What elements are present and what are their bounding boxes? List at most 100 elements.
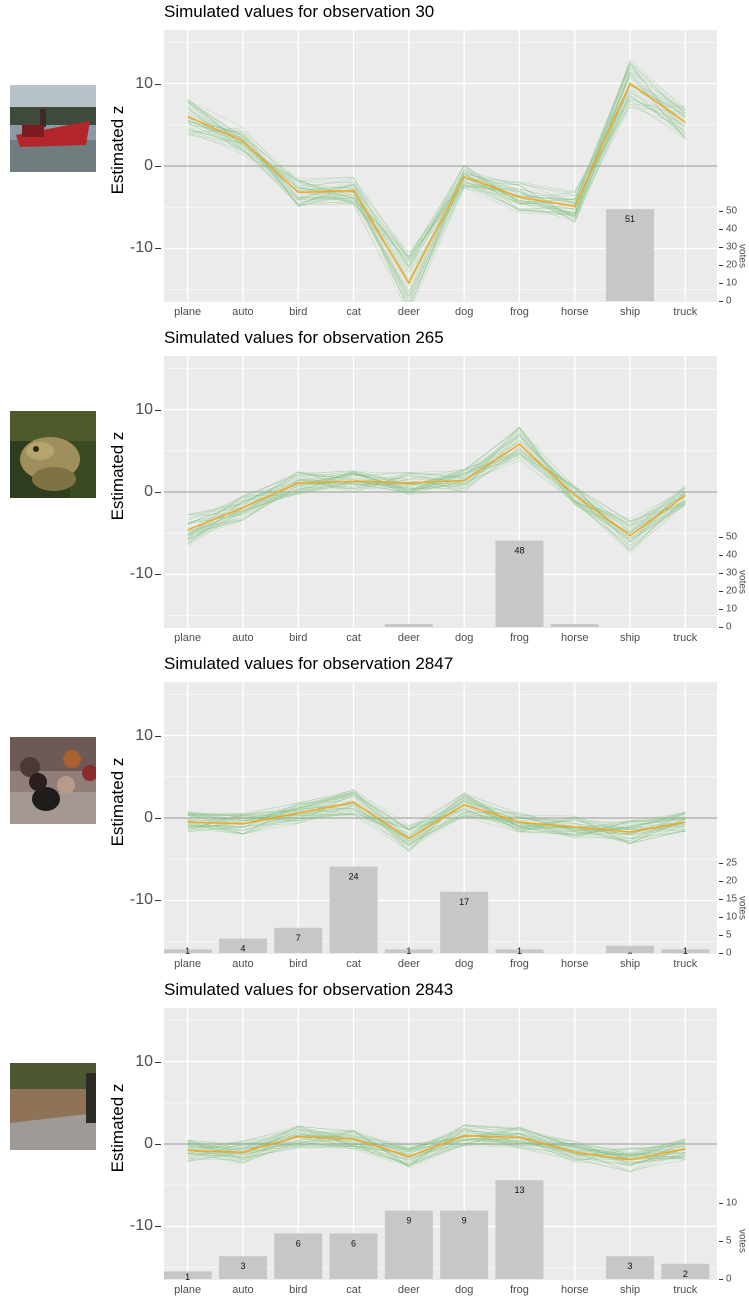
votes-axis-label: votes	[736, 570, 748, 594]
simulated-line	[187, 795, 686, 852]
votes-tick-label: 30	[726, 567, 738, 579]
simulated-line	[187, 436, 686, 540]
simulated-line	[187, 76, 686, 258]
vote-bar	[495, 949, 544, 953]
chart-panel: Simulated values for observation 265 Esti…	[0, 326, 749, 652]
x-tick-label: deer	[397, 306, 420, 318]
x-tick-label: horse	[560, 1284, 589, 1296]
y-tick-mark	[155, 818, 161, 819]
simulated-line	[187, 792, 686, 832]
simulated-line	[187, 427, 686, 528]
vote-bar-label: 9	[406, 1216, 411, 1226]
y-axis-label: Estimated z	[108, 757, 127, 847]
y-tick-label: -10	[129, 565, 153, 583]
votes-axis-label: votes	[736, 896, 748, 920]
votes-tick-label: 25	[726, 857, 738, 869]
simulated-line	[187, 801, 686, 847]
simulated-line	[187, 790, 686, 852]
votes-tick-label: 0	[726, 621, 732, 633]
votes-tick-mark	[719, 627, 723, 628]
x-tick-label: plane	[174, 306, 202, 318]
votes-tick-label: 5	[726, 1235, 732, 1247]
x-tick-label: horse	[560, 958, 589, 970]
y-tick-label: 10	[135, 1052, 153, 1070]
observation-thumbnail	[10, 737, 96, 824]
simulated-line	[187, 84, 686, 262]
y-tick-mark	[155, 735, 161, 737]
simulated-line	[187, 433, 686, 530]
x-tick-label: dog	[454, 306, 474, 318]
y-tick-mark	[155, 574, 161, 576]
vote-bar	[495, 540, 544, 627]
y-tick-mark	[155, 900, 161, 902]
simulated-line	[187, 99, 686, 302]
simulated-line	[187, 1126, 686, 1166]
x-tick-label: cat	[346, 958, 361, 970]
simulated-line	[187, 434, 686, 544]
x-tick-label: truck	[673, 1284, 698, 1296]
simulated-line	[187, 789, 686, 835]
votes-tick-mark	[719, 881, 723, 882]
votes-tick-label: 10	[726, 277, 738, 289]
votes-tick-mark	[719, 555, 723, 556]
y-tick-mark	[155, 248, 161, 250]
simulated-line	[187, 1129, 686, 1167]
simulated-line	[187, 1129, 686, 1158]
simulated-line	[187, 72, 686, 297]
simulated-line	[187, 799, 686, 850]
observation-thumbnail	[10, 1063, 96, 1150]
simulated-line	[187, 1131, 686, 1160]
simulated-line	[187, 1131, 686, 1163]
simulated-line	[187, 452, 686, 531]
y-tick-mark	[155, 409, 161, 411]
x-tick-label: horse	[560, 306, 589, 318]
simulated-line	[187, 454, 686, 537]
simulated-line	[187, 1127, 686, 1159]
simulated-line	[187, 82, 686, 257]
simulated-line	[187, 426, 686, 533]
x-tick-label: frog	[509, 632, 529, 644]
simulated-line	[187, 434, 686, 553]
simulated-line	[187, 1134, 686, 1165]
simulated-line	[187, 60, 686, 300]
x-tick-label: auto	[232, 958, 254, 970]
vote-bar-label: 51	[625, 214, 635, 224]
simulated-line	[187, 450, 686, 543]
simulated-line	[187, 808, 686, 835]
vote-bar	[661, 1263, 710, 1279]
simulated-line	[187, 85, 686, 268]
simulated-line	[187, 806, 686, 845]
simulated-line	[187, 78, 686, 253]
simulated-line	[187, 426, 686, 541]
simulated-line	[187, 100, 686, 266]
simulated-line	[187, 789, 686, 845]
chart-title: Simulated values for observation 2847	[164, 654, 454, 673]
vote-bar	[218, 1256, 267, 1279]
x-tick-label: frog	[509, 306, 529, 318]
x-tick-label: plane	[174, 958, 202, 970]
y-tick-mark	[155, 1144, 161, 1145]
simulated-line	[187, 447, 686, 552]
vote-bar-label: 17	[459, 897, 469, 907]
simulated-line	[187, 67, 686, 260]
simulated-line	[187, 458, 686, 539]
chart-panel: Simulated values for observation 2847 Est…	[0, 652, 749, 978]
simulated-line	[187, 83, 686, 302]
simulated-line	[187, 450, 686, 540]
simulated-line	[187, 794, 686, 842]
x-tick-label: auto	[232, 306, 254, 318]
simulated-line	[187, 1128, 686, 1166]
simulated-line	[187, 451, 686, 531]
votes-tick-label: 10	[726, 1197, 738, 1209]
simulated-line	[187, 792, 686, 836]
x-tick-label: dog	[454, 632, 474, 644]
votes-tick-label: 0	[726, 1273, 732, 1285]
x-tick-label: frog	[509, 958, 529, 970]
votes-tick-mark	[719, 591, 723, 592]
simulated-line	[187, 1136, 686, 1172]
simulated-line	[187, 1128, 686, 1161]
y-tick-label: 0	[144, 1135, 153, 1152]
simulated-line	[187, 1125, 686, 1162]
votes-tick-label: 10	[726, 911, 738, 923]
